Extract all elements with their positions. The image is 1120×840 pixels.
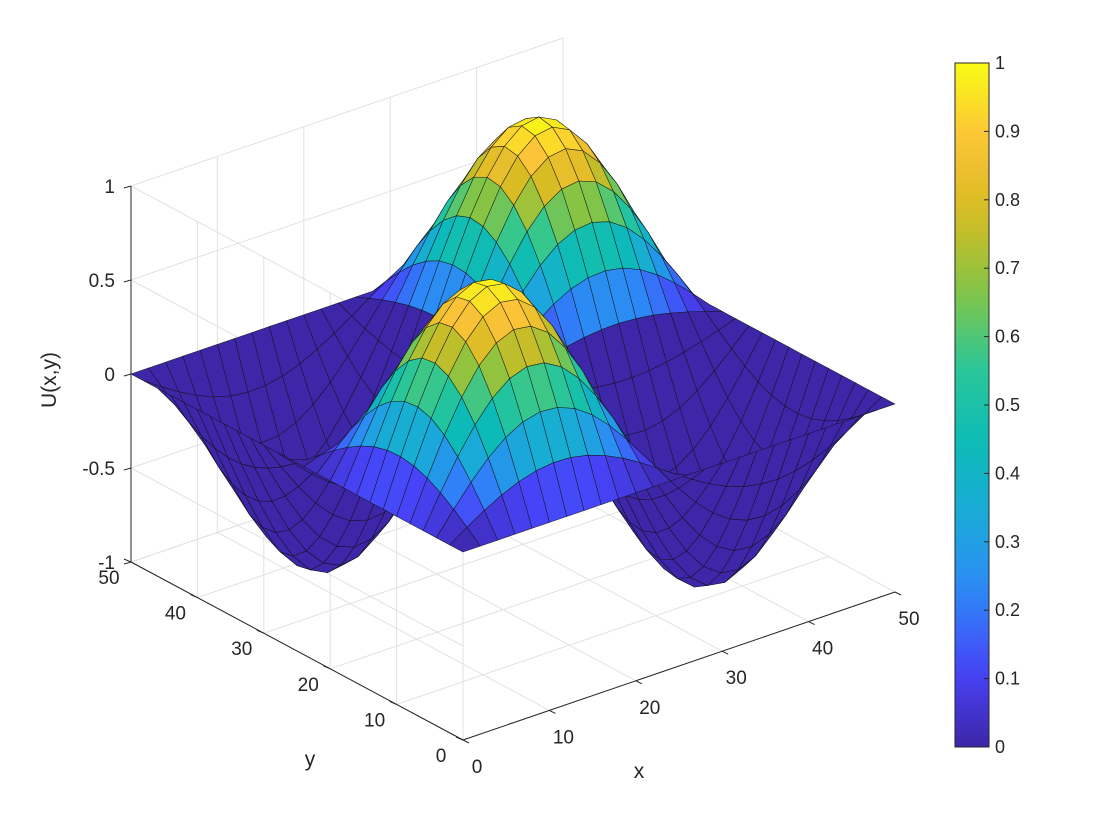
x-tick-label: 0 — [472, 757, 483, 778]
y-tick-label: 0 — [436, 746, 447, 767]
x-tick-label: 30 — [726, 668, 747, 689]
colorbar-tick-label: 0.7 — [995, 258, 1020, 278]
colorbar-tick-label: 0.4 — [995, 463, 1020, 483]
colorbar-tick-label: 0.8 — [995, 190, 1020, 210]
y-axis-line — [130, 561, 464, 741]
z-tick-label: 1 — [104, 177, 115, 198]
x-tick — [894, 591, 902, 596]
z-axis-label: U(x,y) — [38, 352, 61, 408]
z-tick — [123, 561, 132, 565]
z-tick — [123, 185, 132, 189]
x-tick — [549, 709, 556, 714]
y-tick — [455, 736, 464, 741]
z-tick-label: 0.5 — [89, 271, 115, 292]
grid-line-z — [130, 37, 564, 187]
y-tick-label: 20 — [298, 675, 319, 696]
y-tick — [389, 700, 397, 705]
x-tick — [462, 739, 470, 744]
colorbar: 0 0.1 0.2 0.3 0.4 0.5 0.6 0.7 0.8 0.9 1 — [954, 53, 1020, 757]
y-tick-label: 50 — [98, 568, 119, 589]
y-tick — [123, 558, 132, 563]
z-tick — [123, 373, 132, 377]
colorbar-tick-label: 0.5 — [995, 395, 1020, 415]
z-tick — [123, 279, 132, 283]
x-tick — [808, 621, 815, 626]
colorbar-gradient — [954, 62, 990, 748]
colorbar-tick-label: 1 — [995, 53, 1005, 73]
z-tick-label: 0 — [104, 365, 115, 386]
x-tick-label: 10 — [553, 727, 574, 748]
colorbar-tick-label: 0.1 — [995, 669, 1020, 689]
y-tick-label: 30 — [231, 639, 252, 660]
y-tick-label: 40 — [165, 604, 186, 625]
x-tick-label: 20 — [639, 698, 660, 719]
y-tick — [256, 629, 264, 634]
y-tick — [323, 665, 331, 670]
colorbar-ticks: 0 0.1 0.2 0.3 0.4 0.5 0.6 0.7 0.8 0.9 1 — [984, 53, 1020, 757]
y-tick — [190, 594, 198, 599]
colorbar-tick-label: 0.9 — [995, 121, 1020, 141]
colorbar-tick-label: 0.2 — [995, 600, 1020, 620]
surface-cell — [449, 526, 481, 553]
x-tick-label: 40 — [812, 639, 833, 660]
colorbar-tick-label: 0.3 — [995, 532, 1020, 552]
surface-plot — [130, 116, 896, 588]
x-axis-label: x — [634, 760, 645, 783]
x-tick — [721, 650, 729, 655]
z-tick-label: -1 — [98, 553, 115, 574]
x-tick-label: 50 — [898, 609, 919, 630]
x-tick — [635, 680, 643, 685]
y-tick-label: 10 — [364, 710, 385, 731]
colorbar-tick-label: 0 — [995, 737, 1005, 757]
x-axis-line — [462, 591, 896, 741]
y-axis-label: y — [305, 748, 316, 771]
z-tick — [123, 467, 132, 471]
z-tick-label: -0.5 — [82, 459, 115, 480]
colorbar-tick-label: 0.6 — [995, 327, 1020, 347]
